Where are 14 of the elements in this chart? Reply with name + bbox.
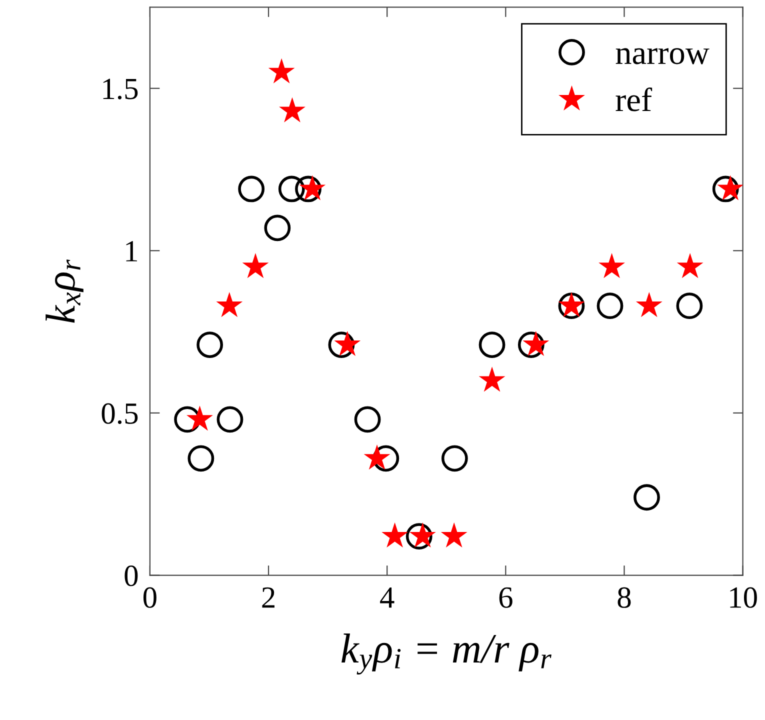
y-axis-title: k$_{x}$ρ$_{r}$ [46,259,84,323]
x-tick-label: 6 [499,587,512,608]
x-tick-label: 4 [380,587,394,608]
y-tick-label: 1.5 [103,78,138,100]
x-tick-label: 8 [618,587,631,608]
y-tick-label: 1 [126,241,137,262]
x-tick-label: 0 [143,587,156,608]
legend-label: narrow [616,48,710,64]
y-tick-label: 0.5 [102,403,138,424]
y-tick-label: 0 [124,566,138,586]
x-axis-title: k$_{y}$ρ$_{i}$ = m/r ρ$_{r}$ [342,634,552,674]
x-tick-label: 2 [262,587,274,608]
legend-label: ref [616,87,652,112]
x-tick-label: 10 [730,587,757,608]
